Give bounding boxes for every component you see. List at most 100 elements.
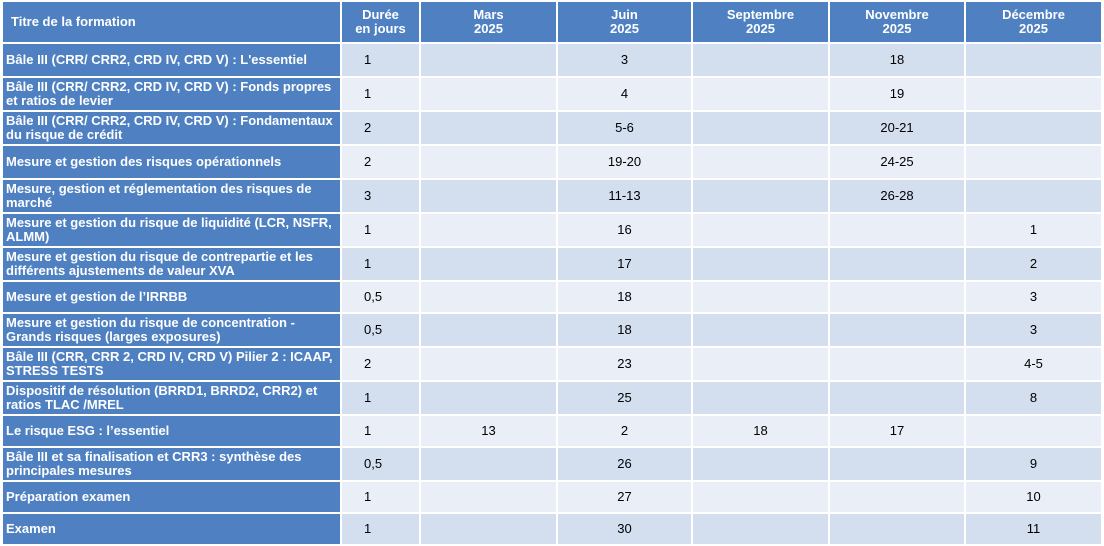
date-cell-novembre: 26-28	[828, 178, 966, 214]
date-cell-juin: 27	[556, 480, 693, 514]
date-cell-mars	[419, 346, 558, 382]
date-cell-juin: 5-6	[556, 110, 693, 146]
date-cell-novembre	[828, 312, 966, 348]
header-month-label: Juin	[611, 7, 638, 22]
date-cell-juin: 19-20	[556, 144, 693, 180]
date-cell-mars	[419, 178, 558, 214]
date-cell-decembre: 3	[964, 312, 1103, 348]
header-month-label: Novembre	[865, 7, 929, 22]
date-cell-juin: 18	[556, 312, 693, 348]
date-cell-mars	[419, 446, 558, 482]
header-duration: Durée en jours	[340, 0, 421, 44]
header-duration-line1: Durée	[362, 7, 399, 22]
date-cell-septembre	[691, 346, 830, 382]
date-cell-juin: 2	[556, 414, 693, 448]
date-cell-septembre	[691, 212, 830, 248]
header-month-label: Mars	[473, 7, 504, 22]
date-cell-novembre	[828, 280, 966, 314]
date-cell-mars	[419, 42, 558, 78]
table-row: Le risque ESG : l’essentiel 1 13 2 18 17	[1, 414, 1103, 448]
course-title: Mesure, gestion et réglementation des ri…	[1, 178, 342, 214]
header-row: Titre de la formation Durée en jours Mars…	[1, 0, 1103, 44]
duration-cell: 1	[340, 42, 421, 78]
table-row: Bâle III (CRR/ CRR2, CRD IV, CRD V) : Fo…	[1, 110, 1103, 146]
duration-cell: 1	[340, 512, 421, 546]
header-month-label: Décembre	[1002, 7, 1065, 22]
date-cell-juin: 4	[556, 76, 693, 112]
course-title: Le risque ESG : l’essentiel	[1, 414, 342, 448]
table-row: Mesure et gestion de l’IRRBB 0,5 18 3	[1, 280, 1103, 314]
header-duration-line2: en jours	[355, 21, 406, 36]
course-title: Préparation examen	[1, 480, 342, 514]
duration-cell: 0,5	[340, 446, 421, 482]
date-cell-mars	[419, 512, 558, 546]
duration-cell: 3	[340, 178, 421, 214]
duration-cell: 1	[340, 212, 421, 248]
course-title: Mesure et gestion du risque de concentra…	[1, 312, 342, 348]
date-cell-decembre: 1	[964, 212, 1103, 248]
course-title: Bâle III (CRR/ CRR2, CRD IV, CRD V) : Fo…	[1, 76, 342, 112]
date-cell-decembre	[964, 110, 1103, 146]
table-row: Mesure et gestion du risque de contrepar…	[1, 246, 1103, 282]
header-month-juin: Juin 2025	[556, 0, 693, 44]
date-cell-decembre: 11	[964, 512, 1103, 546]
date-cell-decembre	[964, 42, 1103, 78]
date-cell-mars	[419, 380, 558, 416]
date-cell-septembre	[691, 42, 830, 78]
table-row: Bâle III et sa finalisation et CRR3 : sy…	[1, 446, 1103, 482]
date-cell-juin: 26	[556, 446, 693, 482]
date-cell-novembre: 20-21	[828, 110, 966, 146]
date-cell-juin: 25	[556, 380, 693, 416]
header-month-mars: Mars 2025	[419, 0, 558, 44]
date-cell-septembre	[691, 178, 830, 214]
date-cell-juin: 11-13	[556, 178, 693, 214]
duration-cell: 1	[340, 480, 421, 514]
date-cell-juin: 16	[556, 212, 693, 248]
header-year-label: 2025	[474, 21, 503, 36]
date-cell-novembre: 24-25	[828, 144, 966, 180]
table-row: Mesure et gestion du risque de liquidité…	[1, 212, 1103, 248]
course-title: Bâle III (CRR/ CRR2, CRD IV, CRD V) : L'…	[1, 42, 342, 78]
date-cell-decembre	[964, 178, 1103, 214]
date-cell-decembre: 9	[964, 446, 1103, 482]
date-cell-novembre: 18	[828, 42, 966, 78]
date-cell-decembre: 2	[964, 246, 1103, 282]
table-row: Examen 1 30 11	[1, 512, 1103, 546]
header-year-label: 2025	[1019, 21, 1048, 36]
duration-cell: 1	[340, 380, 421, 416]
date-cell-novembre: 19	[828, 76, 966, 112]
date-cell-decembre: 3	[964, 280, 1103, 314]
header-title: Titre de la formation	[1, 0, 342, 44]
date-cell-septembre	[691, 480, 830, 514]
table-row: Bâle III (CRR, CRR 2, CRD IV, CRD V) Pil…	[1, 346, 1103, 382]
header-year-label: 2025	[610, 21, 639, 36]
date-cell-novembre	[828, 380, 966, 416]
date-cell-septembre	[691, 280, 830, 314]
date-cell-juin: 30	[556, 512, 693, 546]
date-cell-septembre	[691, 512, 830, 546]
table-row: Bâle III (CRR/ CRR2, CRD IV, CRD V) : Fo…	[1, 76, 1103, 112]
date-cell-decembre	[964, 144, 1103, 180]
date-cell-septembre	[691, 144, 830, 180]
date-cell-mars	[419, 280, 558, 314]
date-cell-decembre	[964, 76, 1103, 112]
table-row: Mesure et gestion des risques opérationn…	[1, 144, 1103, 180]
date-cell-mars	[419, 212, 558, 248]
date-cell-decembre: 4-5	[964, 346, 1103, 382]
course-title: Dispositif de résolution (BRRD1, BRRD2, …	[1, 380, 342, 416]
duration-cell: 2	[340, 144, 421, 180]
date-cell-novembre	[828, 512, 966, 546]
header-month-novembre: Novembre 2025	[828, 0, 966, 44]
duration-cell: 0,5	[340, 312, 421, 348]
table-row: Dispositif de résolution (BRRD1, BRRD2, …	[1, 380, 1103, 416]
course-title: Bâle III (CRR, CRR 2, CRD IV, CRD V) Pil…	[1, 346, 342, 382]
date-cell-septembre	[691, 446, 830, 482]
date-cell-juin: 18	[556, 280, 693, 314]
date-cell-mars	[419, 312, 558, 348]
duration-cell: 2	[340, 110, 421, 146]
course-title: Examen	[1, 512, 342, 546]
date-cell-novembre	[828, 246, 966, 282]
header-month-label: Septembre	[726, 7, 795, 22]
date-cell-mars	[419, 246, 558, 282]
